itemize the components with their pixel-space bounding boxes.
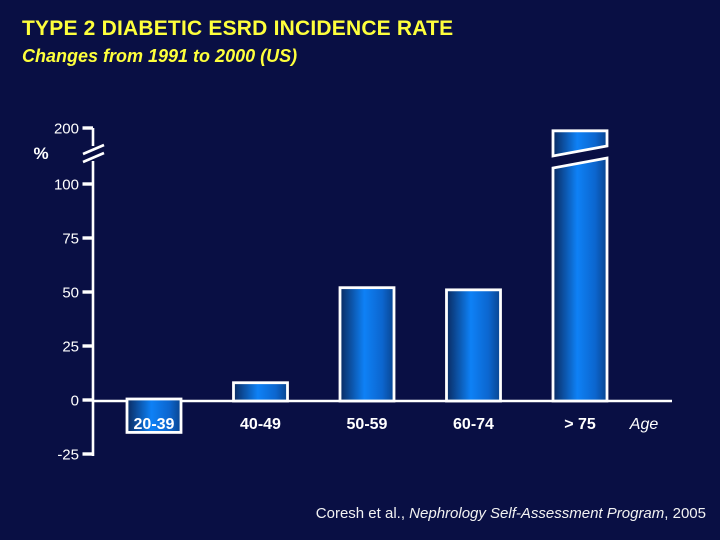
x-label-50-59: 50-59 (347, 416, 388, 433)
y-tick-label: 25 (62, 339, 79, 356)
y-tick-label: 200 (54, 121, 79, 138)
bar-60-74 (445, 288, 502, 403)
citation-source: Nephrology Self-Assessment Program (409, 505, 665, 522)
y-tick-label: 50 (62, 285, 79, 302)
y-tick-label: -25 (57, 447, 79, 464)
x-label-60-74: 60-74 (453, 416, 494, 433)
slide-subtitle: Changes from 1991 to 2000 (US) (22, 46, 298, 67)
bar-main-> 75 (551, 156, 609, 403)
y-tick-label: 75 (62, 231, 79, 248)
citation-year: , 2005 (664, 505, 706, 522)
y-tick-label: 100 (54, 177, 79, 194)
x-label-> 75: > 75 (564, 416, 596, 433)
slide-title: TYPE 2 DIABETIC ESRD INCIDENCE RATE (22, 17, 454, 40)
y-axis-label: % (33, 144, 48, 163)
title-block: TYPE 2 DIABETIC ESRD INCIDENCE RATE Chan… (22, 16, 453, 69)
bar-50-59 (338, 286, 396, 403)
bar-negative-20-39 (125, 397, 183, 434)
x-label-20-39: 20-39 (134, 416, 175, 433)
bar-top-> 75 (551, 129, 609, 158)
x-axis-title: Age (629, 416, 659, 433)
axis-break-slash (82, 151, 105, 164)
axis-break-slash (82, 143, 105, 156)
citation: Coresh et al., Nephrology Self-Assessmen… (316, 505, 706, 522)
y-tick-label: 0 (71, 393, 79, 410)
bar-40-49 (232, 381, 289, 403)
citation-authors: Coresh et al., (315, 505, 410, 522)
x-label-40-49: 40-49 (240, 416, 281, 433)
